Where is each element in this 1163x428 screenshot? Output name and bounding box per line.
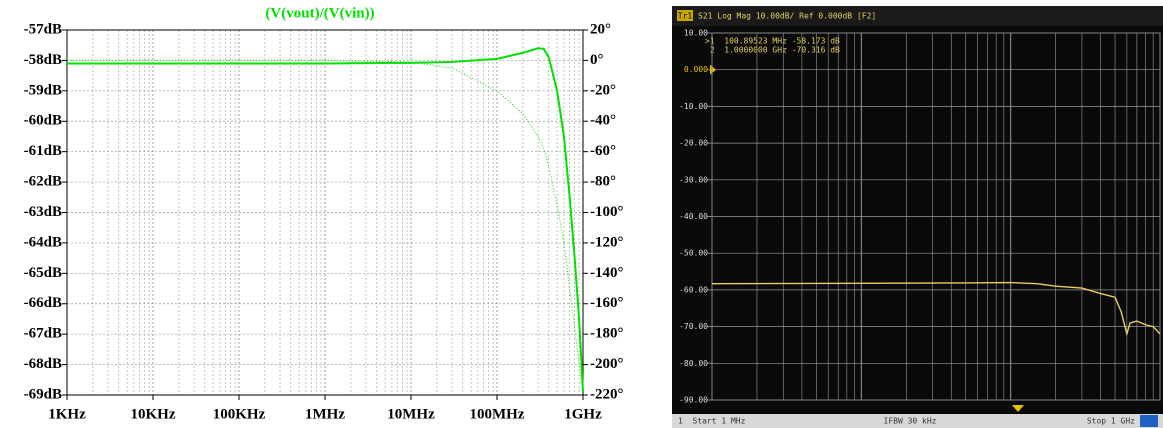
- y-tick-label: -30.00: [679, 175, 708, 184]
- y-tick-label: -20.00: [679, 139, 708, 148]
- trace-label: Tr1: [678, 12, 693, 21]
- channel-icon: [1140, 415, 1158, 427]
- x-tick-label: 10MHz: [387, 406, 435, 422]
- y2-tick-label: -80°: [590, 174, 616, 190]
- y2-tick-label: -40°: [590, 113, 616, 129]
- left-background: [0, 0, 640, 428]
- y2-tick-label: -120°: [590, 234, 624, 250]
- y-tick-label: -68dB: [24, 356, 62, 372]
- y-tick-label: -10.00: [679, 102, 708, 111]
- x-tick-label: 1KHz: [48, 406, 86, 422]
- chart-title: (V(vout)/(V(vin)): [265, 5, 374, 21]
- y-tick-label: -69dB: [24, 386, 62, 402]
- data-line: [67, 59, 584, 393]
- y-tick-label: -62dB: [24, 174, 62, 190]
- y-tick-label: -70.00: [679, 322, 708, 331]
- y-tick-label: -59dB: [24, 82, 62, 98]
- footer-start: 1 Start 1 MHz: [678, 417, 746, 426]
- y-tick-label: -60.00: [679, 285, 708, 294]
- y-tick-label: -50.00: [679, 249, 708, 258]
- y-tick-label: -67dB: [24, 326, 62, 342]
- footer-stop: Stop 1 GHz: [1087, 417, 1135, 426]
- x-tick-label: 10KHz: [131, 406, 176, 422]
- y-tick-label: -58dB: [24, 52, 62, 68]
- y2-tick-label: -100°: [590, 204, 624, 220]
- y-tick-label: -40.00: [679, 212, 708, 221]
- y2-tick-label: -180°: [590, 326, 624, 342]
- screen-footer: [672, 414, 1163, 428]
- plot-frame: [711, 32, 1161, 401]
- y-tick-label: -80.00: [679, 359, 708, 368]
- y-tick-label: -57dB: [24, 21, 62, 37]
- y2-tick-label: -160°: [590, 295, 624, 311]
- marker-readout: >1 100.89523 MHz -58.173 dB: [705, 37, 840, 46]
- y-tick-label: -61dB: [24, 143, 62, 159]
- screen-background: [672, 6, 1163, 428]
- x-tick-label: 1MHz: [305, 406, 345, 422]
- y-tick-label: -60dB: [24, 113, 62, 129]
- y-tick-label: -63dB: [24, 204, 62, 220]
- y-tick-label: 0.000: [684, 65, 708, 74]
- y2-tick-label: 20°: [590, 21, 611, 37]
- y2-tick-label: -60°: [590, 143, 616, 159]
- x-tick-label: 1GHz: [564, 406, 602, 422]
- y2-tick-label: -140°: [590, 265, 624, 281]
- data-line: [711, 281, 1161, 337]
- data-line: [67, 47, 584, 393]
- y-tick-label: -66dB: [24, 295, 62, 311]
- y2-tick-label: -220°: [590, 386, 624, 402]
- y2-tick-label: 0°: [590, 52, 604, 68]
- y-tick-label: 10.00: [684, 29, 708, 38]
- chart-title: S21 Log Mag 10.00dB/ Ref 0.000dB [F2]: [698, 12, 876, 21]
- plot-frame: [66, 29, 584, 396]
- x-tick-label: 100KHz: [213, 406, 266, 422]
- marker-readout: 2 1.0000000 GHz -70.316 dB: [705, 46, 840, 55]
- bottom-marker: [1012, 405, 1024, 412]
- y-tick-label: -64dB: [24, 234, 62, 250]
- x-tick-label: 100MHz: [470, 406, 525, 422]
- footer-ifbw: IFBW 30 kHz: [884, 417, 937, 426]
- y2-tick-label: -200°: [590, 356, 624, 372]
- y-tick-label: -65dB: [24, 265, 62, 281]
- y2-tick-label: -20°: [590, 82, 616, 98]
- trace-badge: [677, 10, 693, 21]
- screen-header: [672, 6, 1163, 26]
- y-tick-label: -90.00: [679, 396, 708, 405]
